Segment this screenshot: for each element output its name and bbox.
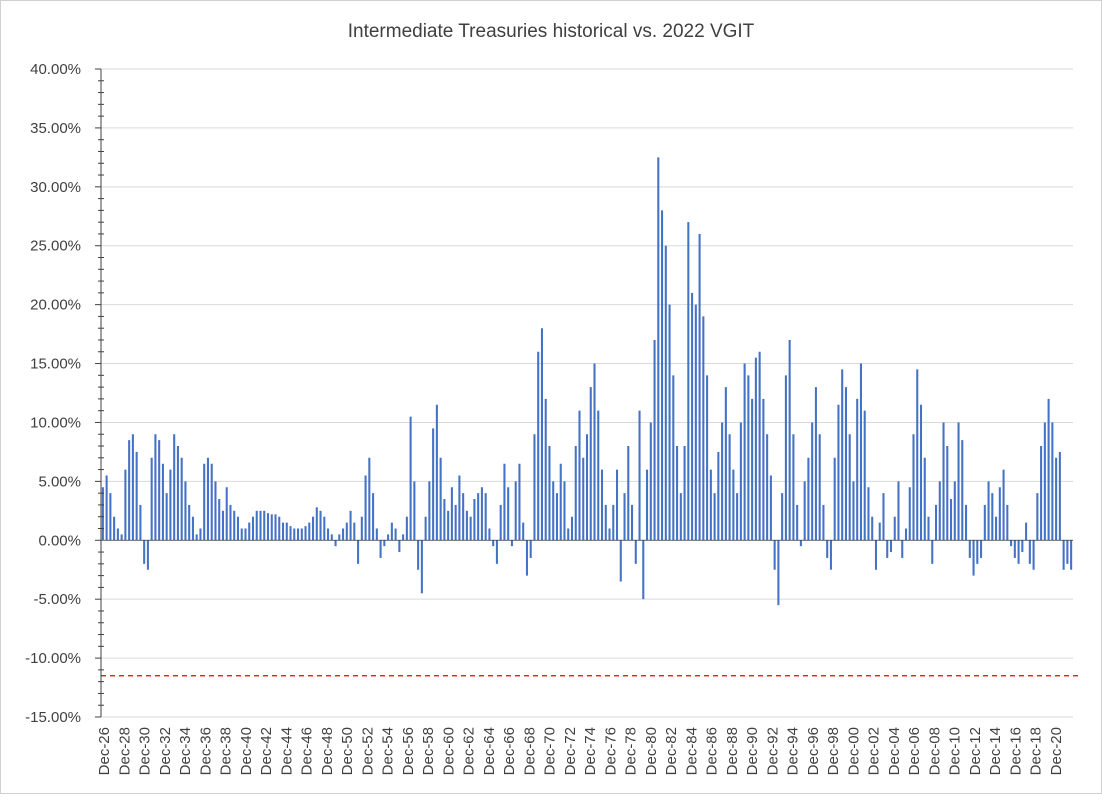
x-tick-label: Dec-08: [926, 727, 943, 775]
y-tick-label: 35.00%: [30, 120, 81, 137]
x-tick-label: Dec-80: [643, 727, 660, 775]
y-tick-label: 25.00%: [30, 238, 81, 255]
x-tick-label: Dec-98: [825, 727, 842, 775]
x-tick-label: Dec-62: [461, 727, 478, 775]
y-tick-label: 5.00%: [38, 473, 81, 490]
x-tick-label: Dec-40: [238, 727, 255, 775]
x-tick-label: Dec-74: [582, 727, 599, 775]
x-tick-label: Dec-16: [1007, 727, 1024, 775]
x-tick-label: Dec-30: [137, 727, 154, 775]
x-tick-label: Dec-42: [258, 727, 275, 775]
x-tick-label: Dec-38: [218, 727, 235, 775]
y-tick-label: 40.00%: [30, 61, 81, 78]
axis-layer: [95, 68, 1073, 718]
x-tick-label: Dec-72: [562, 727, 579, 775]
x-tick-label: Dec-88: [724, 727, 741, 775]
x-tick-label: Dec-54: [380, 727, 397, 775]
x-tick-label: Dec-32: [157, 727, 174, 775]
x-tick-label: Dec-92: [764, 727, 781, 775]
x-tick-label: Dec-68: [521, 727, 538, 775]
y-tick-label: -15.00%: [25, 709, 81, 726]
x-tick-label: Dec-70: [542, 727, 559, 775]
x-tick-label: Dec-58: [420, 727, 437, 775]
y-tick-label: 0.00%: [38, 532, 81, 549]
x-tick-label: Dec-82: [663, 727, 680, 775]
y-tick-label: -10.00%: [25, 650, 81, 667]
x-tick-label: Dec-66: [501, 727, 518, 775]
x-tick-label: Dec-56: [400, 727, 417, 775]
x-tick-label: Dec-84: [683, 727, 700, 775]
y-tick-label: -5.00%: [33, 591, 81, 608]
x-tick-label: Dec-20: [1048, 727, 1065, 775]
x-tick-label: Dec-02: [866, 727, 883, 775]
x-tick-label: Dec-46: [299, 727, 316, 775]
x-tick-label: Dec-94: [785, 727, 802, 775]
x-tick-label: Dec-00: [845, 727, 862, 775]
x-tick-label: Dec-10: [947, 727, 964, 775]
x-tick-label: Dec-18: [1028, 727, 1045, 775]
bar-layer: [101, 157, 1073, 606]
x-tick-label: Dec-60: [440, 727, 457, 775]
x-tick-label: Dec-78: [623, 727, 640, 775]
x-tick-label: Dec-14: [987, 727, 1004, 775]
x-tick-label: Dec-36: [197, 727, 214, 775]
y-tick-label: 30.00%: [30, 179, 81, 196]
x-tick-label: Dec-86: [704, 727, 721, 775]
x-tick-label: Dec-76: [602, 727, 619, 775]
x-tick-label: Dec-26: [96, 727, 113, 775]
x-tick-label: Dec-34: [177, 727, 194, 775]
chart-title: Intermediate Treasuries historical vs. 2…: [347, 21, 755, 42]
x-tick-label: Dec-52: [359, 727, 376, 775]
grid-layer: [101, 68, 1073, 718]
x-tick-label: Dec-04: [886, 727, 903, 775]
y-tick-label: 10.00%: [30, 414, 81, 431]
x-tick-label: Dec-44: [278, 727, 295, 775]
y-tick-label: 20.00%: [30, 297, 81, 314]
x-tick-label: Dec-90: [744, 727, 761, 775]
label-layer: 40.00% 35.00% 30.00% 25.00% 20.00% 15.00% 10.0…: [25, 61, 1065, 775]
x-tick-label: Dec-28: [116, 727, 133, 775]
y-tick-label: 15.00%: [30, 356, 81, 373]
x-tick-label: Dec-96: [805, 727, 822, 775]
x-tick-label: Dec-50: [339, 727, 356, 775]
x-tick-label: Dec-12: [967, 727, 984, 775]
x-tick-label: Dec-64: [481, 727, 498, 775]
x-tick-label: Dec-48: [319, 727, 336, 775]
x-tick-label: Dec-06: [906, 727, 923, 775]
